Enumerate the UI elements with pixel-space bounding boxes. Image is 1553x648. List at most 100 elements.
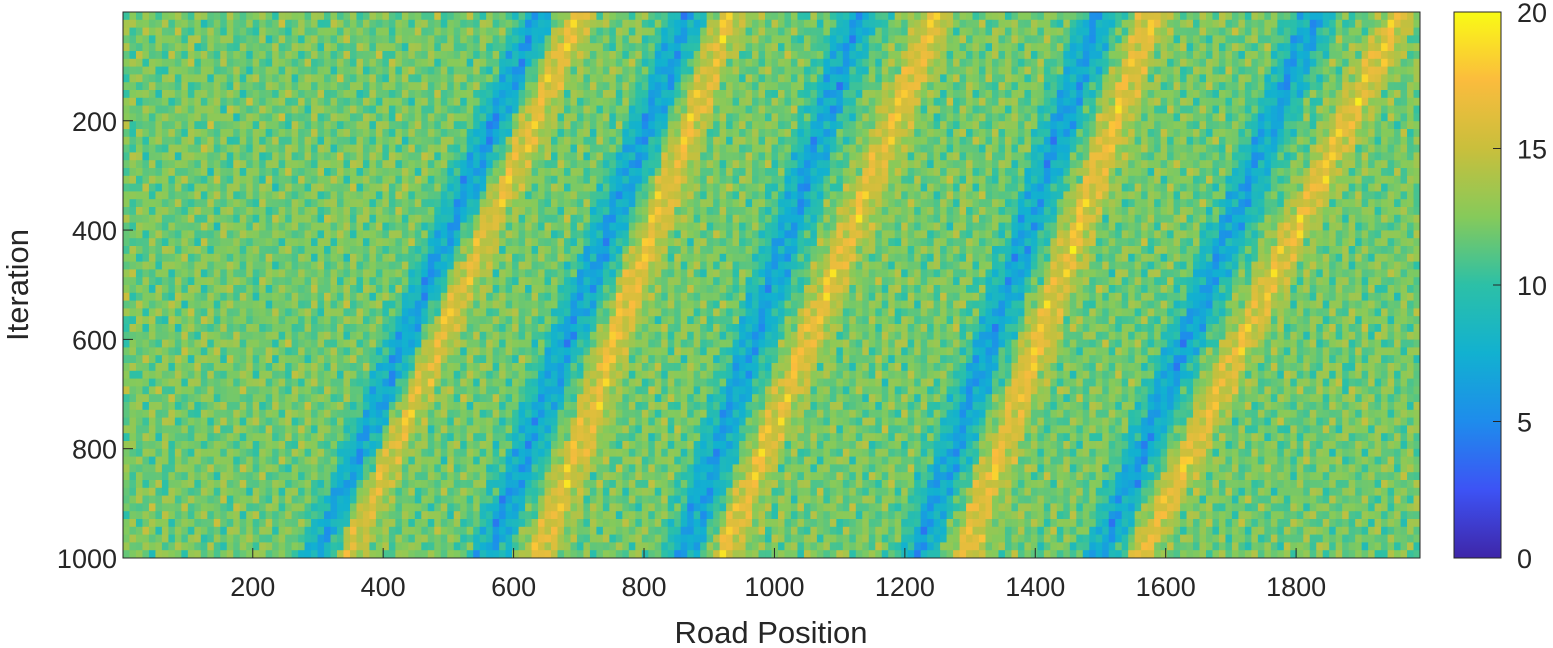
heatmap-cell (959, 19, 967, 29)
heatmap-cell (349, 121, 358, 130)
heatmap-cell (349, 136, 358, 146)
heatmap-cell (1407, 175, 1415, 185)
heatmap-cell (1043, 121, 1051, 130)
heatmap-cell (298, 51, 306, 60)
heatmap-cell (161, 82, 169, 91)
heatmap-cell (1218, 121, 1227, 130)
heatmap-cell (337, 66, 345, 75)
heatmap-cell (1134, 191, 1142, 200)
heatmap-cell (1244, 43, 1252, 52)
heatmap-cell (337, 168, 345, 177)
heatmap-cell (349, 82, 358, 91)
heatmap-cell (505, 74, 513, 83)
heatmap-cell (518, 19, 526, 29)
heatmap-cell (291, 105, 299, 114)
heatmap-cell (1407, 27, 1415, 36)
heatmap-cell (1069, 113, 1077, 122)
heatmap-cell (544, 199, 552, 208)
heatmap-cell (408, 51, 416, 60)
heatmap-cell (181, 35, 189, 44)
heatmap-cell (512, 183, 520, 192)
heatmap-cell (1206, 58, 1214, 68)
heatmap-cell (1335, 183, 1343, 192)
heatmap-cell (233, 144, 241, 153)
heatmap-cell (907, 113, 915, 122)
heatmap-cell (576, 35, 585, 44)
heatmap-cell (1257, 27, 1265, 36)
heatmap-cell (1134, 183, 1142, 192)
heatmap-cell (525, 97, 533, 107)
heatmap-cell (966, 199, 974, 208)
heatmap-cell (479, 191, 487, 200)
heatmap-cell (927, 199, 935, 208)
heatmap-cell (135, 199, 144, 208)
heatmap-cell (1244, 58, 1252, 68)
heatmap-cell (1069, 168, 1077, 177)
heatmap-cell (654, 199, 662, 208)
heatmap-cell (1115, 74, 1123, 83)
heatmap-cell (842, 129, 850, 138)
heatmap-cell (1011, 97, 1019, 107)
heatmap-cell (369, 97, 377, 107)
heatmap-cell (311, 90, 319, 99)
heatmap-cell (1095, 66, 1103, 75)
heatmap-cell (226, 175, 234, 185)
heatmap-cell (862, 12, 870, 21)
heatmap-cell (641, 105, 649, 114)
heatmap-cell (797, 82, 805, 91)
heatmap-cell (291, 121, 299, 130)
heatmap-cell (1374, 90, 1382, 99)
heatmap-cell (1069, 136, 1077, 146)
heatmap-cell (427, 35, 435, 44)
heatmap-cell (207, 113, 215, 122)
heatmap-cell (570, 191, 578, 200)
heatmap-cell (933, 121, 941, 130)
heatmap-cell (525, 183, 533, 192)
heatmap-cell (369, 144, 377, 153)
heatmap-cell (1043, 43, 1051, 52)
heatmap-cell (1095, 191, 1103, 200)
heatmap-cell (551, 12, 559, 21)
heatmap-cell (1277, 121, 1285, 130)
heatmap-cell (505, 51, 513, 60)
heatmap-cell (1199, 51, 1207, 60)
heatmap-cell (1076, 152, 1084, 161)
heatmap-cell (1218, 35, 1227, 44)
heatmap-cell (187, 82, 195, 91)
heatmap-cell (1368, 175, 1376, 185)
heatmap-cell (1004, 129, 1013, 138)
heatmap-cell (1231, 51, 1240, 60)
heatmap-cell (1206, 121, 1214, 130)
heatmap-cell (1348, 12, 1356, 21)
heatmap-cell (816, 66, 824, 75)
heatmap-cell (1283, 160, 1291, 169)
heatmap-cell (408, 113, 416, 122)
heatmap-cell (687, 199, 695, 208)
heatmap-cell (641, 12, 649, 21)
heatmap-cell (661, 183, 669, 192)
heatmap-cell (239, 66, 247, 75)
heatmap-cell (1069, 175, 1077, 185)
heatmap-cell (233, 27, 241, 36)
heatmap-cell (174, 27, 182, 36)
heatmap-cell (635, 199, 643, 208)
heatmap-cell (622, 82, 630, 91)
heatmap-cell (816, 160, 824, 169)
heatmap-cell (589, 82, 597, 91)
heatmap-cell (200, 199, 208, 208)
heatmap-cell (1413, 74, 1420, 83)
heatmap-cell (628, 66, 636, 75)
heatmap-cell (317, 144, 325, 153)
heatmap-cell (129, 97, 137, 107)
heatmap-cell (1147, 152, 1155, 161)
heatmap-cell (622, 43, 630, 52)
heatmap-cell (583, 97, 591, 107)
heatmap-cell (1316, 82, 1324, 91)
heatmap-cell (777, 105, 786, 114)
heatmap-cell (1277, 66, 1285, 75)
heatmap-cell (1206, 12, 1214, 21)
heatmap-cell (226, 43, 234, 52)
heatmap-cell (641, 82, 649, 91)
heatmap-cell (615, 43, 623, 52)
heatmap-cell (602, 199, 610, 208)
